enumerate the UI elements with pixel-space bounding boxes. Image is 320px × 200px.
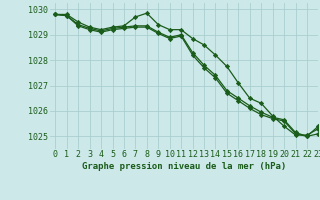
X-axis label: Graphe pression niveau de la mer (hPa): Graphe pression niveau de la mer (hPa) [82, 162, 286, 171]
